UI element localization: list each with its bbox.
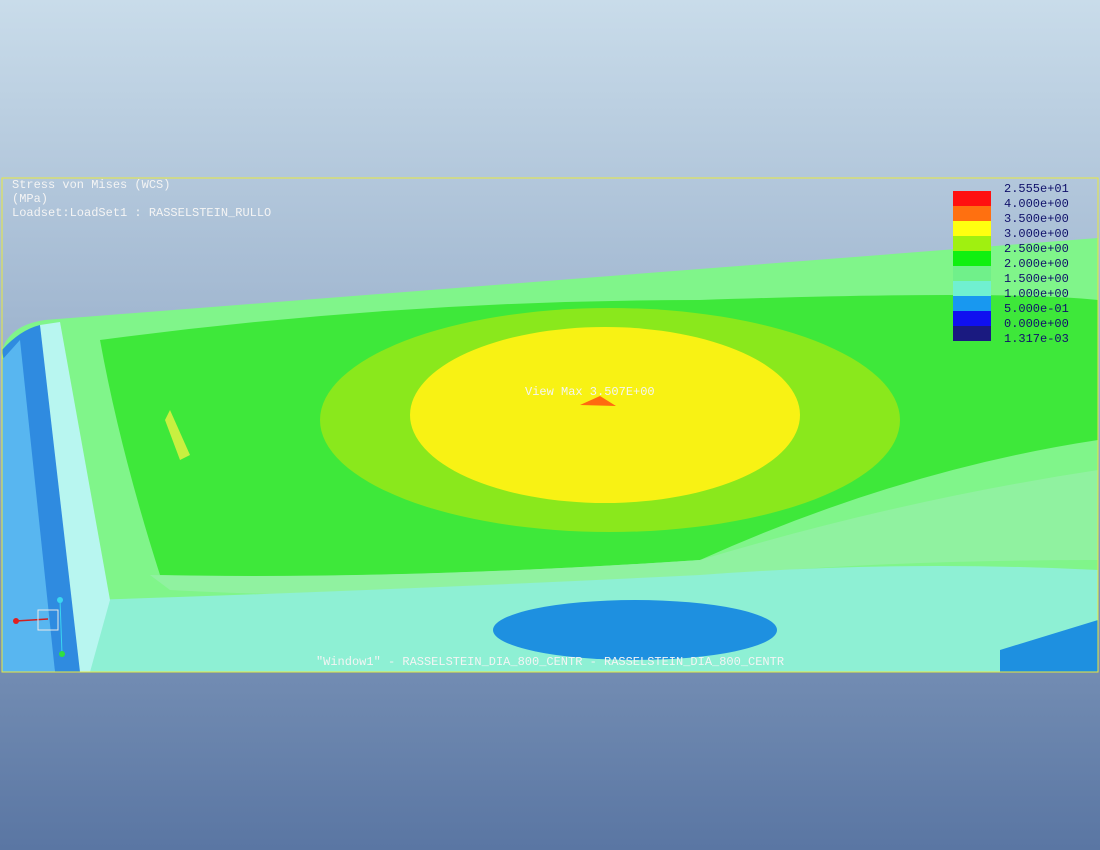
header: Stress von Mises (WCS)(MPa)Loadset:LoadS… <box>12 178 271 220</box>
legend-label: 3.000e+00 <box>1004 227 1069 241</box>
legend-label: 5.000e-01 <box>1004 302 1069 316</box>
legend-label: 2.555e+01 <box>1004 182 1069 196</box>
header-line: (MPa) <box>12 192 48 206</box>
model <box>2 238 1098 672</box>
view-max: View Max 3.507E+00 <box>525 385 655 399</box>
legend-label: 1.500e+00 <box>1004 272 1069 286</box>
legend-label: 2.000e+00 <box>1004 257 1069 271</box>
header-line: Stress von Mises (WCS) <box>12 178 170 192</box>
legend-label: 3.500e+00 <box>1004 212 1069 226</box>
legend-label: 2.500e+00 <box>1004 242 1069 256</box>
legend-label: 1.317e-03 <box>1004 332 1069 346</box>
legend-label: 4.000e+00 <box>1004 197 1069 211</box>
legend-label: 1.000e+00 <box>1004 287 1069 301</box>
header-line: Loadset:LoadSet1 : RASSELSTEIN_RULLO <box>12 206 271 220</box>
legend-label: 0.000e+00 <box>1004 317 1069 331</box>
window-caption: "Window1" - RASSELSTEIN_DIA_800_CENTR - … <box>316 655 784 669</box>
legend: 2.555e+014.000e+003.500e+003.000e+002.50… <box>953 182 1069 346</box>
window-frame <box>1 177 1099 673</box>
